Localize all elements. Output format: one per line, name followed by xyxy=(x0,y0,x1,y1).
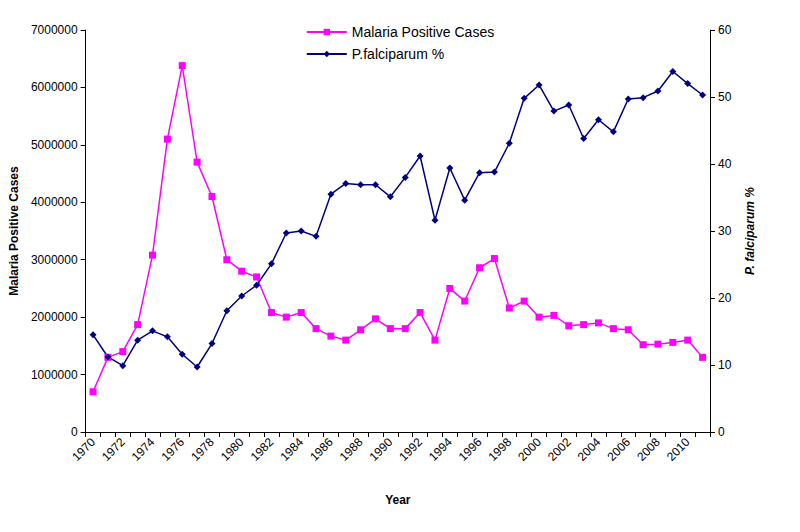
svg-text:10: 10 xyxy=(718,358,732,372)
svg-text:1980: 1980 xyxy=(218,435,247,464)
svg-text:2010: 2010 xyxy=(664,435,693,464)
svg-text:1986: 1986 xyxy=(307,435,336,464)
svg-text:2000000: 2000000 xyxy=(31,310,78,324)
svg-text:2000: 2000 xyxy=(515,435,544,464)
svg-text:1990: 1990 xyxy=(367,435,396,464)
svg-text:5000000: 5000000 xyxy=(31,138,78,152)
svg-text:1972: 1972 xyxy=(99,435,128,464)
svg-text:1998: 1998 xyxy=(485,435,514,464)
svg-text:50: 50 xyxy=(718,90,732,104)
svg-text:1000000: 1000000 xyxy=(31,368,78,382)
svg-text:3000000: 3000000 xyxy=(31,253,78,267)
svg-text:1974: 1974 xyxy=(129,435,158,464)
svg-text:1970: 1970 xyxy=(69,435,98,464)
svg-text:Malaria Positive Cases: Malaria Positive Cases xyxy=(352,24,494,40)
svg-text:2004: 2004 xyxy=(575,435,604,464)
svg-text:1976: 1976 xyxy=(158,435,187,464)
svg-text:60: 60 xyxy=(718,23,732,37)
svg-text:1994: 1994 xyxy=(426,435,455,464)
svg-text:40: 40 xyxy=(718,157,732,171)
svg-text:7000000: 7000000 xyxy=(31,23,78,37)
svg-text:P. falciparum %: P. falciparum % xyxy=(743,187,757,275)
svg-text:1996: 1996 xyxy=(456,435,485,464)
svg-text:2008: 2008 xyxy=(634,435,663,464)
svg-text:20: 20 xyxy=(718,291,732,305)
svg-text:4000000: 4000000 xyxy=(31,195,78,209)
svg-text:1978: 1978 xyxy=(188,435,217,464)
svg-text:1992: 1992 xyxy=(396,435,425,464)
svg-text:30: 30 xyxy=(718,224,732,238)
svg-text:0: 0 xyxy=(71,425,78,439)
svg-text:2002: 2002 xyxy=(545,435,574,464)
svg-text:2006: 2006 xyxy=(604,435,633,464)
svg-text:0: 0 xyxy=(718,425,725,439)
svg-text:1982: 1982 xyxy=(248,435,277,464)
svg-text:1988: 1988 xyxy=(337,435,366,464)
svg-text:P.falciparum %: P.falciparum % xyxy=(352,46,444,62)
svg-text:Malaria Positive Cases: Malaria Positive Cases xyxy=(7,166,21,296)
svg-text:Year: Year xyxy=(385,493,411,507)
svg-text:1984: 1984 xyxy=(277,435,306,464)
svg-text:6000000: 6000000 xyxy=(31,80,78,94)
